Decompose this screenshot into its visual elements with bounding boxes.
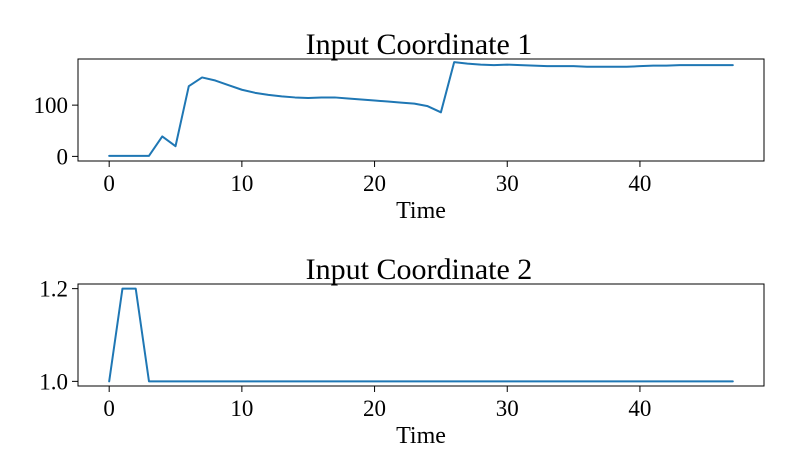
subplot-2-x-tick-label: 20	[363, 396, 386, 421]
subplot-1-title: Input Coordinate 1	[306, 28, 533, 61]
subplot-2-x-tick-label: 10	[230, 396, 253, 421]
subplot-2-x-tick-label: 0	[103, 396, 115, 421]
subplot-2-series-line	[108, 287, 734, 383]
subplot-input-coordinate-2: Input Coordinate 2 0 10 20 30 40 1.0 1.2 Time	[39, 253, 765, 449]
subplot-1-x-tick-label: 40	[628, 171, 651, 196]
subplot-2-x-axis-label: Time	[396, 423, 446, 449]
subplot-input-coordinate-1: Input Coordinate 1 0 10 20 30 40 0 100 Time	[34, 28, 765, 224]
subplot-1-y-tick-label: 100	[34, 93, 69, 118]
subplot-2-x-tick-label: 40	[628, 396, 651, 421]
subplot-1-series-line	[108, 61, 734, 157]
subplot-2-x-tick-label: 30	[496, 396, 519, 421]
subplot-1-x-axis-label: Time	[396, 198, 446, 224]
subplot-1-y-tick-label: 0	[57, 144, 69, 169]
subplot-1-x-tick-label: 20	[363, 171, 386, 196]
subplot-1-axes-frame	[77, 58, 765, 162]
subplot-1-x-tick-label: 10	[230, 171, 253, 196]
subplot-2-y-tick-label: 1.2	[39, 277, 68, 302]
subplot-2-y-tick-label: 1.0	[39, 369, 68, 394]
subplot-1-x-tick-label: 0	[103, 171, 115, 196]
subplot-2-title: Input Coordinate 2	[306, 253, 533, 286]
subplot-2-axes-frame	[77, 283, 765, 387]
subplot-1-x-tick-label: 30	[496, 171, 519, 196]
